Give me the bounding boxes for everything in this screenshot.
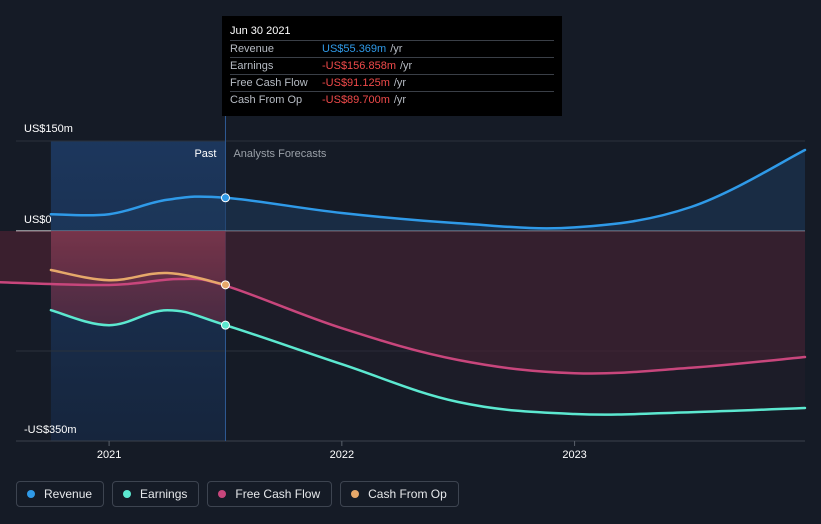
legend-label: Free Cash Flow <box>235 487 321 501</box>
legend-dot-icon <box>27 490 35 498</box>
tooltip-label: Revenue <box>230 43 275 55</box>
legend-label: Cash From Op <box>368 487 447 501</box>
legend-free-cash-flow[interactable]: Free Cash Flow <box>207 481 333 507</box>
tooltip-unit: /yr <box>390 43 403 55</box>
tooltip-unit: /yr <box>400 60 413 72</box>
x-axis: 2021 2022 2023 <box>97 441 587 461</box>
legend-dot-icon <box>123 490 132 498</box>
y-axis-labels: US$150m US$0 -US$350m <box>24 123 77 436</box>
earnings-past-area <box>50 231 226 326</box>
tooltip-value-wrap: US$55.369m/yr <box>322 43 402 55</box>
revenue-line <box>49 148 807 230</box>
tooltip-unit: /yr <box>393 77 407 89</box>
x-tick-label: 2022 <box>330 449 354 461</box>
tooltip-date: Jun 30 2021 <box>230 25 291 37</box>
tooltip-label: Free Cash Flow <box>230 77 308 89</box>
tooltip-label: Cash From Op <box>230 94 303 106</box>
y-tick-label: US$0 <box>24 214 52 226</box>
tooltip-row-earnings: Earnings -US$156.858m/yr <box>230 57 554 74</box>
tooltip-value: US$55.369m <box>322 43 387 55</box>
tooltip-row-cash-from-op: Cash From Op -US$89.700m/yr <box>230 91 554 108</box>
y-tick-label: -US$350m <box>24 424 77 436</box>
forecast-label: Analysts Forecasts <box>233 148 326 160</box>
tooltip-value-wrap: -US$89.700m/yr <box>322 94 406 106</box>
earnings-area <box>50 231 806 415</box>
tooltip-value-wrap: -US$91.125m/yr <box>322 77 406 89</box>
y-tick-label: US$150m <box>24 123 73 135</box>
chart-legend: Revenue Earnings Free Cash Flow Cash Fro… <box>16 481 459 509</box>
tooltip-row-revenue: Revenue US$55.369m/yr <box>230 40 554 57</box>
revenue-area <box>50 150 806 231</box>
tooltip-value: -US$156.858m <box>322 60 396 72</box>
legend-dot-icon <box>351 490 360 498</box>
revenue-marker <box>220 193 230 203</box>
series-areas <box>0 150 806 415</box>
earnings-marker <box>220 320 230 330</box>
data-tooltip: Jun 30 2021 Revenue US$55.369m/yr Earnin… <box>222 16 562 116</box>
x-tick-label: 2023 <box>562 449 586 461</box>
tooltip-value: -US$91.125m <box>322 77 390 89</box>
legend-label: Revenue <box>44 487 93 501</box>
tooltip-value: -US$89.700m <box>322 94 390 106</box>
legend-cash-from-op[interactable]: Cash From Op <box>340 481 459 507</box>
cash-from-op-marker <box>220 280 230 290</box>
legend-dot-icon <box>218 490 227 498</box>
tooltip-unit: /yr <box>393 94 407 106</box>
legend-label: Earnings <box>140 487 188 501</box>
legend-earnings[interactable]: Earnings <box>112 481 200 507</box>
free-cash-flow-line <box>0 277 807 375</box>
tooltip-row-free-cash-flow: Free Cash Flow -US$91.125m/yr <box>230 74 554 91</box>
tooltip-label: Earnings <box>230 60 274 72</box>
series-lines <box>0 148 807 416</box>
earnings-line <box>49 308 807 416</box>
hover-markers <box>220 193 230 330</box>
x-tick-label: 2021 <box>97 449 121 461</box>
past-label: Past <box>194 148 216 160</box>
legend-revenue[interactable]: Revenue <box>16 481 105 507</box>
tooltip-value-wrap: -US$156.858m/yr <box>322 60 412 72</box>
cash-from-op-line <box>49 268 227 287</box>
